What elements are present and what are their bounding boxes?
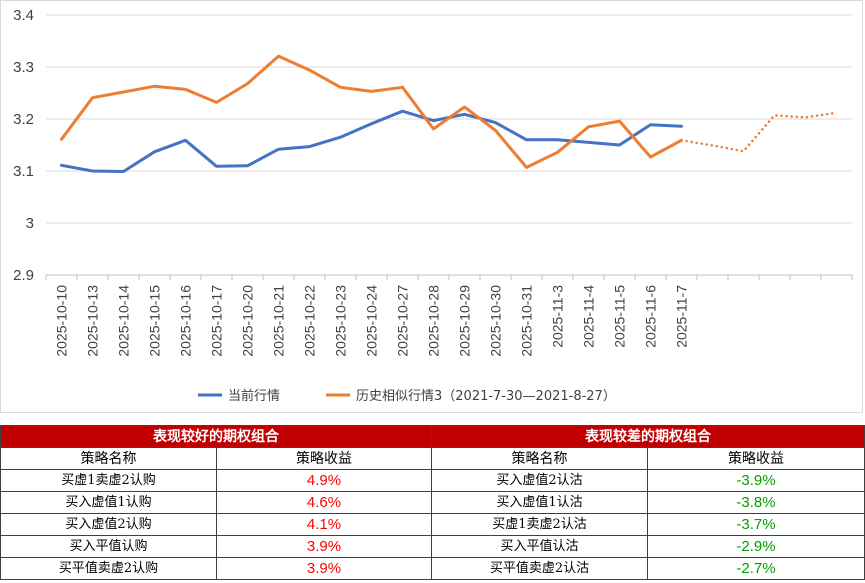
x-tick-label: 2025-10-28: [426, 285, 442, 357]
x-tick-label: 2025-10-24: [364, 285, 380, 357]
legend-label-current: 当前行情: [228, 388, 280, 404]
table-row: 买平值卖虚2认购 3.9% 买平值卖虚2认沽 -2.7%: [0, 557, 865, 580]
x-tick-label: 2025-10-29: [457, 285, 473, 357]
bad-strategy-name: 买入平值认沽: [431, 535, 648, 558]
x-tick-label: 2025-10-17: [209, 285, 225, 357]
bad-strategy-return: -3.8%: [647, 491, 865, 514]
x-tick-label: 2025-11-7: [674, 285, 690, 348]
bad-strategy-name: 买入虚值2认沽: [431, 469, 648, 492]
good-col-name-header: 策略名称: [0, 447, 217, 470]
bad-strategy-return: -3.9%: [647, 469, 865, 492]
x-tick-label: 2025-10-31: [519, 285, 535, 357]
good-strategy-name: 买入平值认购: [0, 535, 217, 558]
y-tick-label: 3.3: [13, 59, 34, 76]
x-tick-label: 2025-10-23: [333, 285, 349, 357]
good-strategy-name: 买入虚值2认购: [0, 513, 217, 536]
y-axis: 2.9 3 3.1 3.2 3.3 3.4: [13, 7, 34, 284]
bad-col-return-header: 策略收益: [647, 447, 865, 470]
legend-label-historical: 历史相似行情3（2021-7-30—2021-8-27）: [356, 389, 616, 404]
good-strategy-return: 4.1%: [216, 513, 432, 536]
series-line-historical: [60, 54, 683, 169]
strategy-table: 表现较好的期权组合 表现较差的期权组合 策略名称 策略收益 策略名称 策略收益 …: [0, 425, 865, 580]
x-tick-label: 2025-10-21: [271, 285, 287, 357]
bad-strategy-name: 买入虚值1认沽: [431, 491, 648, 514]
table-row: 买入虚值2认购 4.1% 买虚1卖虚2认沽 -3.7%: [0, 513, 865, 536]
x-tick-label: 2025-10-13: [85, 285, 101, 357]
y-tick-label: 3.1: [13, 163, 34, 180]
legend: 当前行情 历史相似行情3（2021-7-30—2021-8-27）: [198, 388, 616, 404]
series-line-projection: [680, 111, 838, 153]
bad-strategy-return: -2.9%: [647, 535, 865, 558]
option-strategy-tables: 表现较好的期权组合 表现较差的期权组合 策略名称 策略收益 策略名称 策略收益 …: [0, 425, 865, 580]
bad-col-name-header: 策略名称: [431, 447, 648, 470]
y-tick-label: 3.4: [13, 7, 34, 24]
good-strategy-return: 4.9%: [216, 469, 432, 492]
x-tick-label: 2025-11-4: [581, 285, 597, 348]
series-line-current: [60, 109, 683, 173]
y-tick-label: 2.9: [13, 267, 34, 284]
bad-strategy-return: -2.7%: [647, 557, 865, 580]
good-strategy-name: 买平值卖虚2认购: [0, 557, 217, 580]
good-table-title: 表现较好的期权组合: [0, 425, 432, 448]
table-row: 买入平值认购 3.9% 买入平值认沽 -2.9%: [0, 535, 865, 558]
good-strategy-return: 3.9%: [216, 535, 432, 558]
good-strategy-name: 买入虚值1认购: [0, 491, 217, 514]
series-lines: [60, 54, 838, 173]
bad-strategy-name: 买平值卖虚2认沽: [431, 557, 648, 580]
x-tick-label: 2025-11-5: [612, 285, 628, 348]
x-tick-label: 2025-10-22: [302, 285, 318, 357]
y-tick-label: 3: [26, 215, 34, 232]
x-tick-label: 2025-10-15: [147, 285, 163, 357]
good-col-return-header: 策略收益: [216, 447, 432, 470]
x-tick-label: 2025-10-14: [116, 285, 132, 357]
x-tick-label: 2025-11-6: [643, 285, 659, 348]
x-axis: 2025-10-10 2025-10-13 2025-10-14 2025-10-15…: [45, 275, 853, 357]
x-tick-label: 2025-11-3: [550, 285, 566, 348]
bad-table-title: 表现较差的期权组合: [431, 425, 865, 448]
x-tick-label: 2025-10-20: [240, 285, 256, 357]
line-chart: 2.933.13.23.33.4 2025-10-10 2025-10-13 202…: [13, 7, 853, 404]
table-row: 买虚1卖虚2认购 4.9% 买入虚值2认沽 -3.9%: [0, 469, 865, 492]
x-tick-label: 2025-10-16: [178, 285, 194, 357]
x-tick-label: 2025-10-30: [488, 285, 504, 357]
x-tick-label: 2025-10-10: [54, 285, 70, 357]
x-tick-label: 2025-10-27: [395, 285, 411, 357]
table-header-row: 策略名称 策略收益 策略名称 策略收益: [0, 447, 865, 470]
y-tick-label: 3.2: [13, 111, 34, 128]
good-strategy-name: 买虚1卖虚2认购: [0, 469, 217, 492]
bad-strategy-name: 买虚1卖虚2认沽: [431, 513, 648, 536]
chart-frame: [0, 0, 863, 413]
good-strategy-return: 3.9%: [216, 557, 432, 580]
table-row: 买入虚值1认购 4.6% 买入虚值1认沽 -3.8%: [0, 491, 865, 514]
bad-strategy-return: -3.7%: [647, 513, 865, 536]
good-strategy-return: 4.6%: [216, 491, 432, 514]
table-title-row: 表现较好的期权组合 表现较差的期权组合: [0, 425, 865, 448]
grid-lines: [46, 14, 852, 276]
